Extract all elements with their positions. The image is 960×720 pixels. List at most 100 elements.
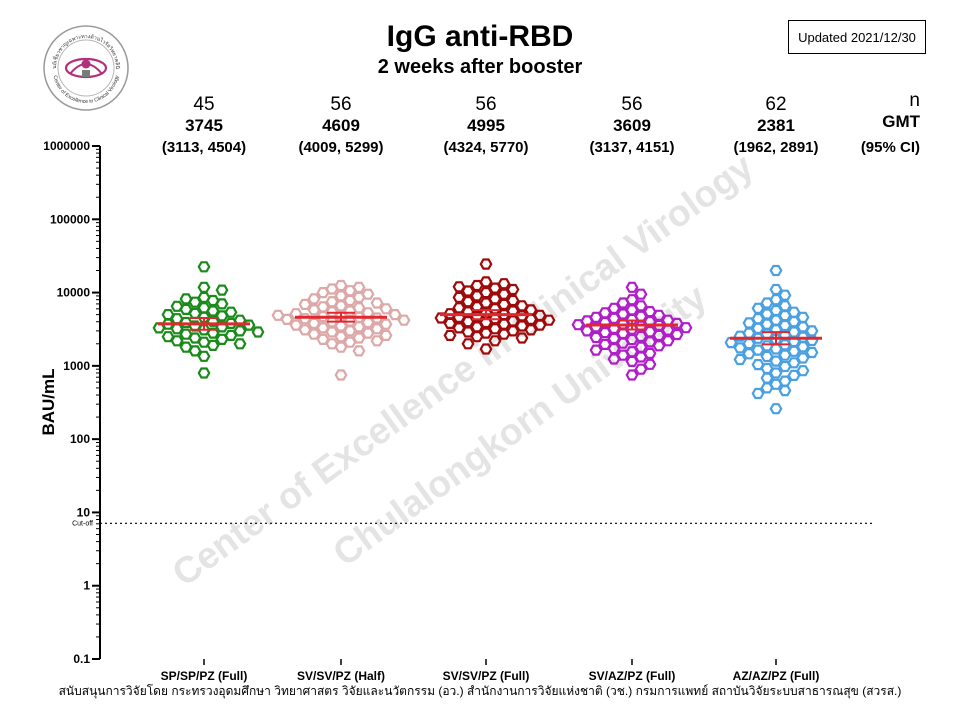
data-point <box>751 302 765 314</box>
data-point <box>805 325 819 337</box>
y-tick-label: 1000000 <box>43 139 90 153</box>
updated-date-box: Updated 2021/12/30 <box>788 20 926 54</box>
data-point <box>361 327 375 339</box>
data-point <box>580 325 594 337</box>
x-category-label: SV/SV/PZ (Full) <box>443 669 530 683</box>
data-point <box>598 338 612 350</box>
group-ci: (3113, 4504) <box>162 139 246 156</box>
data-point <box>479 343 493 355</box>
data-point <box>652 329 666 341</box>
funding-footer: สนับสนุนการวิจัยโดย กระทรวงอุดมศึกษา วิท… <box>58 684 902 698</box>
data-point <box>280 313 294 325</box>
data-point <box>334 369 348 381</box>
data-point <box>515 320 529 332</box>
data-point <box>370 335 384 347</box>
data-point <box>170 323 184 335</box>
data-point <box>271 309 285 321</box>
data-point <box>197 336 211 348</box>
data-point <box>778 360 792 373</box>
data-point <box>470 290 484 302</box>
data-point <box>388 309 402 321</box>
y-tick-label: 10 <box>77 505 91 519</box>
y-tick-label: 10000 <box>57 286 91 300</box>
data-point <box>370 297 384 309</box>
x-axis-labels: SP/SP/PZ (Full) SV/SV/PZ (Half) SV/SV/PZ (… <box>161 659 819 683</box>
data-point <box>170 335 184 347</box>
group-n: 56 <box>621 94 642 115</box>
data-point <box>524 324 538 336</box>
data-point <box>769 355 783 367</box>
x-category-label: SV/SV/PZ (Half) <box>297 669 385 683</box>
stat-label-ci: (95% CI) <box>861 139 920 156</box>
data-point <box>379 303 393 315</box>
data-point <box>197 261 211 273</box>
data-point <box>796 352 810 364</box>
watermark: Center of Excellence in Clinical Virolog… <box>165 145 761 594</box>
group-ci: (3137, 4151) <box>589 139 674 156</box>
mean-markers <box>158 309 822 346</box>
data-point <box>188 296 202 308</box>
data-point <box>751 387 765 400</box>
data-point <box>470 331 484 343</box>
data-point <box>443 329 457 341</box>
data-point <box>760 382 774 394</box>
x-category-label: SP/SP/PZ (Full) <box>161 669 248 683</box>
data-point <box>661 335 675 347</box>
data-point <box>679 322 693 334</box>
data-point <box>197 367 211 379</box>
data-point <box>634 288 648 300</box>
data-point <box>379 329 393 341</box>
data-point <box>470 311 484 323</box>
data-point <box>206 305 220 317</box>
data-point <box>470 321 484 333</box>
data-point <box>170 300 184 312</box>
data-point <box>769 283 783 296</box>
data-point <box>452 281 466 293</box>
data-point <box>515 332 529 344</box>
data-point <box>643 358 657 370</box>
data-point <box>161 331 175 343</box>
institute-logo: ศูนย์เชี่ยวชาญเฉพาะทางด้านไวรัสวิทยาคลิน… <box>42 24 129 111</box>
data-point <box>571 319 585 331</box>
data-point <box>307 293 321 305</box>
data-point <box>343 336 357 348</box>
data-point <box>506 283 520 296</box>
data-point <box>625 369 639 381</box>
data-point <box>334 331 348 343</box>
group-n: 62 <box>765 94 786 115</box>
data-point <box>760 297 774 309</box>
y-tick-label: 100000 <box>50 212 90 226</box>
data-point <box>670 328 684 341</box>
y-axis-label: BAU/mL <box>39 368 58 435</box>
data-point <box>188 332 202 344</box>
data-point <box>533 319 547 331</box>
data-point <box>343 294 357 307</box>
data-point <box>778 349 792 361</box>
data-point <box>778 385 792 397</box>
data-point <box>316 287 330 299</box>
group-gmt: 3609 <box>613 116 651 135</box>
data-point <box>670 317 684 329</box>
group-gmt: 2381 <box>757 116 795 135</box>
data-point <box>452 322 466 334</box>
data-point <box>206 315 220 327</box>
data-point <box>805 346 819 359</box>
data-point <box>325 296 339 308</box>
group-ci: (4009, 5299) <box>298 139 383 156</box>
data-point <box>479 258 493 270</box>
data-point <box>461 296 475 308</box>
group-n: 56 <box>330 94 351 115</box>
data-point <box>625 281 639 293</box>
data-point <box>652 340 666 352</box>
y-tick-label: 100 <box>70 432 90 446</box>
data-point <box>215 298 229 310</box>
data-point <box>233 338 247 350</box>
data-point <box>760 308 774 320</box>
data-point <box>733 330 747 342</box>
data-point <box>796 321 810 333</box>
data-point <box>179 303 193 315</box>
data-point <box>452 291 466 303</box>
data-point <box>616 297 630 309</box>
